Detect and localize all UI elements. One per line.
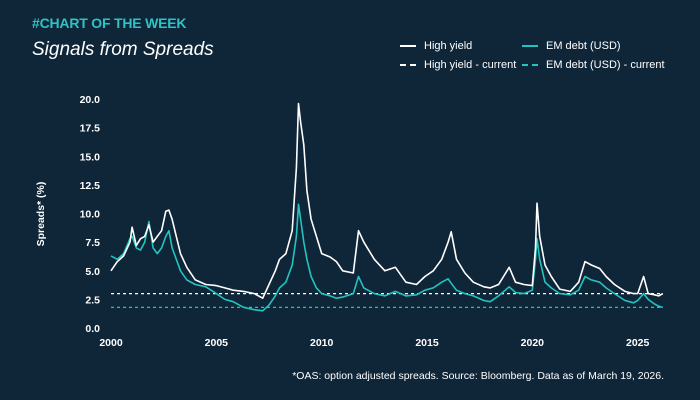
series-line-high-yield	[110, 102, 664, 299]
legend-swatch-high-yield-current	[400, 64, 416, 66]
legend-swatch-em-debt-current	[522, 64, 538, 66]
x-tick-label: 2010	[310, 337, 334, 349]
legend-label-high-yield-current: High yield - current	[424, 59, 517, 71]
legend-item-high-yield-current: High yield - current	[400, 59, 516, 71]
y-tick-label: 12.5	[80, 180, 101, 192]
y-tick-label: 20.0	[80, 94, 101, 106]
y-tick-label: 15.0	[80, 151, 101, 163]
y-tick-label: 7.5	[85, 237, 100, 249]
x-axis-ticks: 2000 2005 2010 2015 2020 2025	[99, 337, 649, 349]
series-line-em-debt-usd	[110, 203, 664, 312]
x-tick-label: 2000	[99, 337, 123, 349]
y-tick-label: 17.5	[80, 123, 101, 135]
x-tick-label: 2005	[205, 337, 229, 349]
legend-item-em-debt: EM debt (USD)	[522, 40, 621, 52]
legend-item-em-debt-current: EM debt (USD) - current	[522, 59, 665, 71]
legend-label-em-debt: EM debt (USD)	[546, 40, 621, 52]
y-tick-label: 5.0	[85, 266, 100, 278]
kicker-label: #CHART OF THE WEEK	[32, 15, 187, 31]
x-tick-label: 2015	[415, 337, 439, 349]
y-tick-label: 0.0	[85, 323, 100, 335]
legend-label-high-yield: High yield	[424, 40, 473, 52]
y-axis-ticks: 0.0 2.5 5.0 7.5 10.0 12.5 15.0 17.5 20.0	[80, 94, 101, 335]
series-lines	[110, 102, 664, 312]
chart-legend: High yield EM debt (USD) High yield - cu…	[400, 40, 690, 76]
y-tick-label: 10.0	[80, 209, 101, 221]
footnote: *OAS: option adjusted spreads. Source: B…	[292, 370, 664, 382]
legend-item-high-yield: High yield	[400, 40, 472, 52]
x-tick-label: 2020	[521, 337, 545, 349]
legend-swatch-high-yield	[400, 45, 416, 47]
chart-title: Signals from Spreads	[32, 39, 214, 60]
legend-label-em-debt-current: EM debt (USD) - current	[546, 59, 665, 71]
y-tick-label: 2.5	[85, 294, 100, 306]
y-axis-label: Spreads* (%)	[35, 182, 47, 247]
x-tick-label: 2025	[626, 337, 650, 349]
legend-swatch-em-debt	[522, 45, 538, 47]
